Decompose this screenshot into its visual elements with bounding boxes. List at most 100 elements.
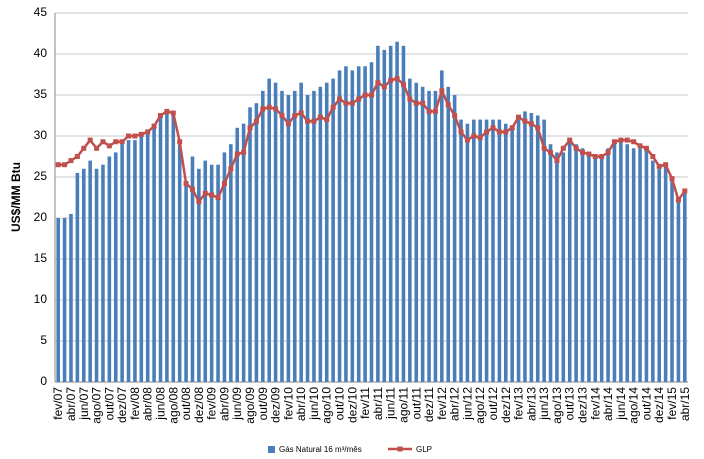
- marker: [324, 117, 330, 123]
- bar: [241, 123, 246, 382]
- x-tick-label: out/10: [333, 387, 347, 421]
- bar: [235, 127, 240, 382]
- marker: [87, 137, 93, 143]
- x-tick-label: abr/09: [217, 387, 231, 421]
- bar: [459, 119, 463, 382]
- marker: [170, 110, 176, 116]
- marker: [241, 149, 247, 155]
- marker: [177, 139, 183, 145]
- bar: [446, 86, 451, 383]
- bar: [676, 201, 681, 382]
- bar: [369, 62, 374, 382]
- marker: [113, 139, 119, 145]
- x-tick-label: out/14: [639, 387, 653, 421]
- marker: [279, 113, 285, 118]
- bar: [503, 123, 508, 382]
- bar: [101, 164, 105, 382]
- marker: [464, 137, 470, 143]
- y-tick-label: 5: [40, 333, 47, 347]
- marker: [675, 197, 681, 203]
- bar: [126, 140, 131, 382]
- marker: [126, 133, 132, 139]
- bar: [165, 111, 169, 383]
- x-tick-label: ago/08: [166, 387, 180, 424]
- x-tick-label: out/13: [563, 387, 577, 421]
- bar: [286, 95, 291, 382]
- bar: [171, 115, 176, 382]
- x-tick-label: jun/14: [614, 387, 628, 421]
- bar: [292, 90, 297, 383]
- bar: [305, 95, 310, 382]
- bar: [414, 82, 419, 382]
- bar: [535, 115, 540, 382]
- bar: [612, 140, 617, 382]
- marker: [292, 113, 298, 118]
- x-tick-label: jun/10: [307, 387, 321, 421]
- bar: [408, 78, 412, 382]
- bar: [382, 49, 387, 383]
- x-tick-label: abr/08: [141, 387, 155, 421]
- bar: [337, 70, 342, 383]
- marker: [62, 162, 68, 168]
- marker: [567, 137, 573, 143]
- bar: [203, 160, 208, 382]
- marker: [535, 125, 541, 131]
- x-tick-label: ago/11: [396, 387, 410, 423]
- y-tick-label: 10: [34, 292, 48, 306]
- marker: [196, 199, 202, 205]
- x-tick-label: fev/13: [512, 387, 526, 420]
- bar: [299, 82, 303, 382]
- bar: [190, 156, 195, 382]
- y-axis-label: US$/MM Btu: [9, 162, 23, 232]
- x-tick-label: fev/14: [588, 387, 602, 420]
- marker: [158, 113, 163, 118]
- x-tick-label: ago/07: [90, 387, 104, 424]
- marker: [317, 114, 323, 120]
- bar: [69, 213, 73, 382]
- marker: [305, 118, 311, 124]
- bar: [267, 78, 271, 382]
- x-tick-label: jun/12: [460, 387, 474, 421]
- bar: [638, 148, 642, 382]
- x-tick-label: dez/08: [192, 387, 206, 423]
- marker: [516, 114, 522, 120]
- x-tick-label: abr/13: [524, 387, 538, 421]
- legend-label: Gás Natural 16 m³/mês: [279, 445, 362, 454]
- bar: [363, 66, 367, 383]
- bar: [555, 152, 559, 382]
- marker: [400, 81, 406, 87]
- bar: [197, 168, 201, 382]
- marker: [477, 135, 483, 141]
- x-tick-label: fev/12: [435, 387, 449, 420]
- marker: [388, 77, 394, 83]
- x-tick-label: ago/13: [550, 387, 564, 424]
- marker: [471, 133, 477, 139]
- marker: [663, 162, 669, 168]
- x-tick-label: ago/10: [320, 387, 334, 424]
- y-tick-label: 45: [34, 5, 48, 19]
- bar: [350, 70, 355, 383]
- bar: [184, 185, 188, 382]
- x-tick-label: dez/11: [422, 387, 436, 422]
- x-tick-label: ago/09: [243, 387, 257, 424]
- bar: [120, 144, 124, 382]
- y-tick-label: 0: [40, 374, 47, 388]
- x-tick-label: out/11: [409, 387, 423, 420]
- legend-label: GLP: [416, 445, 432, 454]
- bar: [401, 45, 406, 383]
- bar: [561, 152, 566, 382]
- legend-swatch: [397, 446, 403, 452]
- marker: [458, 129, 464, 135]
- marker: [611, 139, 617, 145]
- bar: [75, 172, 80, 382]
- bar: [273, 82, 278, 382]
- marker: [337, 96, 343, 102]
- bar: [248, 107, 252, 383]
- marker: [330, 104, 336, 110]
- x-tick-label: out/09: [256, 387, 270, 421]
- bar: [516, 119, 521, 382]
- marker: [624, 137, 630, 143]
- bar: [222, 152, 227, 382]
- bar: [145, 131, 150, 382]
